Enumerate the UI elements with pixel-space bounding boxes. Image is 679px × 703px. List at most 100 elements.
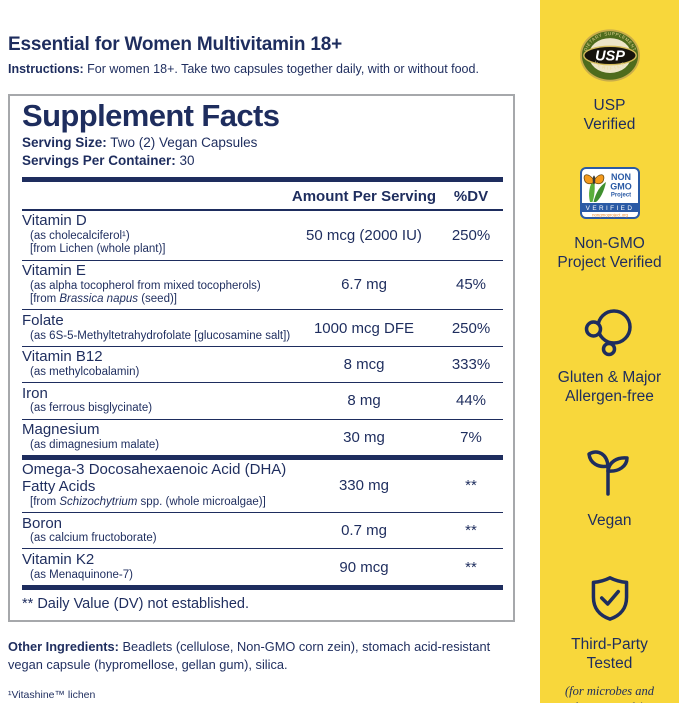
table-header-row: Amount Per Serving %DV bbox=[22, 182, 503, 211]
nutrient-amount: 90 mcg bbox=[339, 558, 389, 576]
nutrient-name: Vitamin D bbox=[22, 212, 87, 230]
other-ingredients-text: Beadlets (cellulose, Non-GMO corn zein),… bbox=[8, 638, 491, 672]
nutrient-row: Folate (as 6S-5-Methyltetrahydrofolate [… bbox=[22, 309, 503, 345]
label-main: Essential for Women Multivitamin 18+ Ins… bbox=[8, 0, 536, 701]
nutrient-dv: ** bbox=[465, 522, 477, 540]
nutrient-name: Vitamin B12 bbox=[22, 348, 103, 366]
column-header-amount: Amount Per Serving bbox=[291, 187, 437, 205]
usp-center-text: USP bbox=[595, 48, 625, 64]
nutrient-dv: 44% bbox=[455, 392, 487, 410]
nutrient-rows: Vitamin D (as cholecalciferol¹) [from Lic… bbox=[22, 211, 503, 585]
servings-value: 30 bbox=[175, 152, 195, 168]
nutrient-name-cell: Vitamin B12 (as methylcobalamin) bbox=[22, 348, 289, 379]
gmo-verified: VERIFIED bbox=[585, 205, 634, 212]
divider-thick-top bbox=[22, 176, 503, 182]
nutrient-name-cell: Folate (as 6S-5-Methyltetrahydrofolate [… bbox=[22, 311, 291, 343]
badge-usp: DIETARY SUPPLEMENT USP VERIFIED USP Veri… bbox=[579, 0, 641, 135]
supplement-facts-panel: Supplement Facts Serving Size: Two (2) V… bbox=[8, 94, 515, 622]
nutrient-row: Vitamin K2 (as Menaquinone-7) 90 mcg ** bbox=[22, 548, 503, 584]
nutrient-name-cell: Vitamin K2 (as Menaquinone-7) bbox=[22, 550, 289, 582]
nutrient-row: Omega-3 Docosahexaenoic Acid (DHA) Fatty… bbox=[22, 454, 503, 512]
other-ingredients: Other Ingredients: Beadlets (cellulose, … bbox=[8, 638, 524, 674]
nutrient-dv: ** bbox=[465, 477, 477, 495]
nutrient-source: (as 6S-5-Methyltetrahydrofolate [glucosa… bbox=[30, 329, 291, 342]
nutrient-source: (as dimagnesium malate) bbox=[30, 438, 160, 451]
nutrient-source: (as alpha tocopherol from mixed tocopher… bbox=[30, 279, 261, 292]
nutrient-source: (as Menaquinone-7) bbox=[30, 568, 133, 581]
nutrient-name-cell: Omega-3 Docosahexaenoic Acid (DHA) Fatty… bbox=[22, 462, 289, 509]
nutrient-name: Boron bbox=[22, 514, 63, 532]
badge-usp-label: USP Verified bbox=[583, 97, 636, 133]
nutrient-amount: 330 mg bbox=[338, 477, 390, 495]
usp-seal-icon: DIETARY SUPPLEMENT USP VERIFIED bbox=[579, 29, 640, 82]
nutrient-name-cell: Boron (as calcium fructoborate) bbox=[22, 514, 289, 546]
nutrient-amount: 8 mcg bbox=[343, 355, 385, 373]
nutrient-amount: 6.7 mg bbox=[341, 276, 387, 294]
dv-footnote: ** Daily Value (DV) not established. bbox=[22, 584, 503, 620]
badge-vegan: Vegan bbox=[582, 406, 638, 531]
instructions: Instructions: For women 18+. Take two ca… bbox=[8, 61, 536, 77]
nutrient-source: (as ferrous bisglycinate) bbox=[30, 402, 153, 415]
nutrient-dv: 7% bbox=[460, 428, 482, 446]
nutrient-amount: 1000 mcg DFE bbox=[313, 319, 415, 337]
servings-label: Servings Per Container: bbox=[22, 152, 176, 168]
nutrient-name-cell: Vitamin E (as alpha tocopherol from mixe… bbox=[22, 262, 289, 307]
nutrient-dv: 250% bbox=[451, 226, 491, 244]
nutrient-amount: 0.7 mg bbox=[341, 522, 387, 540]
badge-allergen-free: Gluten & Major Allergen-free bbox=[558, 273, 661, 407]
nutrient-row: Vitamin E (as alpha tocopherol from mixe… bbox=[22, 259, 503, 310]
nutrient-amount: 8 mg bbox=[347, 392, 381, 410]
supplement-facts-title: Supplement Facts bbox=[22, 98, 280, 134]
other-ingredients-label: Other Ingredients: bbox=[8, 638, 119, 654]
nutrient-source: (as calcium fructoborate) bbox=[30, 532, 157, 545]
nutrient-source: (as cholecalciferol¹) bbox=[30, 229, 130, 242]
nutrient-name: Iron bbox=[22, 384, 48, 402]
page-title: Essential for Women Multivitamin 18+ bbox=[8, 34, 343, 55]
nutrient-row: Magnesium (as dimagnesium malate) 30 mg … bbox=[22, 418, 503, 455]
nutrient-name-cell: Vitamin D (as cholecalciferol¹) [from Lic… bbox=[22, 212, 289, 257]
badge-vegan-label: Vegan bbox=[587, 512, 632, 530]
nutrient-amount: 50 mcg (2000 IU) bbox=[306, 226, 422, 244]
nutrient-name: Omega-3 Docosahexaenoic Acid (DHA) Fatty… bbox=[22, 461, 287, 496]
nutrient-name-cell: Magnesium (as dimagnesium malate) bbox=[22, 421, 289, 452]
vitashine-footnote: ¹Vitashine™ lichen bbox=[8, 689, 96, 702]
serving-size: Serving Size: Two (2) Vegan Capsules bbox=[22, 134, 503, 152]
nutrient-row: Vitamin B12 (as methylcobalamin) 8 mcg 3… bbox=[22, 345, 503, 382]
nutrient-source: [from Brassica napus (seed)] bbox=[30, 293, 178, 306]
nutrient-dv: 333% bbox=[451, 355, 491, 373]
servings-per-container: Servings Per Container: 30 bbox=[22, 152, 503, 170]
nutrient-source: (as methylcobalamin) bbox=[30, 366, 140, 379]
badge-third-party: Third-Party Tested (for microbes and hea… bbox=[565, 531, 654, 703]
nutrient-name: Vitamin K2 bbox=[22, 550, 95, 568]
column-header-dv: %DV bbox=[453, 187, 489, 205]
gmo-word3: Project bbox=[610, 192, 630, 198]
instructions-text: For women 18+. Take two capsules togethe… bbox=[83, 62, 479, 76]
badge-non-gmo-label: Non-GMO Project Verified bbox=[557, 234, 662, 271]
instructions-label: Instructions: bbox=[8, 62, 84, 76]
nutrient-row: Vitamin D (as cholecalciferol¹) [from Lic… bbox=[22, 211, 503, 260]
nutrient-row: Iron (as ferrous bisglycinate) 8 mg 44% bbox=[22, 382, 503, 418]
nutrient-name: Magnesium bbox=[22, 421, 100, 439]
gmo-url: nongmoproject.org bbox=[592, 212, 628, 217]
allergen-free-icon bbox=[585, 308, 633, 356]
serving-size-label: Serving Size: bbox=[22, 134, 107, 150]
vegan-sprout-icon bbox=[586, 450, 629, 497]
badge-non-gmo: NON GMO Project VERIFIED nongmoproject.o… bbox=[557, 135, 662, 273]
nutrient-source: [from Lichen (whole plant)] bbox=[30, 243, 166, 256]
non-gmo-seal-icon: NON GMO Project VERIFIED nongmoproject.o… bbox=[579, 166, 640, 219]
nutrient-dv: ** bbox=[465, 558, 477, 576]
nutrient-name: Vitamin E bbox=[22, 262, 86, 280]
nutrient-name-cell: Iron (as ferrous bisglycinate) bbox=[22, 384, 289, 416]
nutrient-dv: 250% bbox=[451, 319, 491, 337]
nutrient-source: [from Schizochytrium spp. (whole microal… bbox=[30, 495, 266, 508]
badge-third-party-sublabel: (for microbes and heavy metals) bbox=[564, 684, 655, 703]
serving-size-value: Two (2) Vegan Capsules bbox=[106, 134, 258, 150]
nutrient-name: Folate bbox=[22, 311, 64, 329]
gmo-word2: GMO bbox=[610, 181, 632, 191]
nutrient-dv: 45% bbox=[455, 276, 487, 294]
nutrient-row: Boron (as calcium fructoborate) 0.7 mg *… bbox=[22, 512, 503, 548]
badge-allergen-free-label: Gluten & Major Allergen-free bbox=[557, 368, 662, 405]
nutrient-amount: 30 mg bbox=[343, 428, 385, 446]
certification-sidebar: DIETARY SUPPLEMENT USP VERIFIED USP Veri… bbox=[540, 0, 679, 703]
